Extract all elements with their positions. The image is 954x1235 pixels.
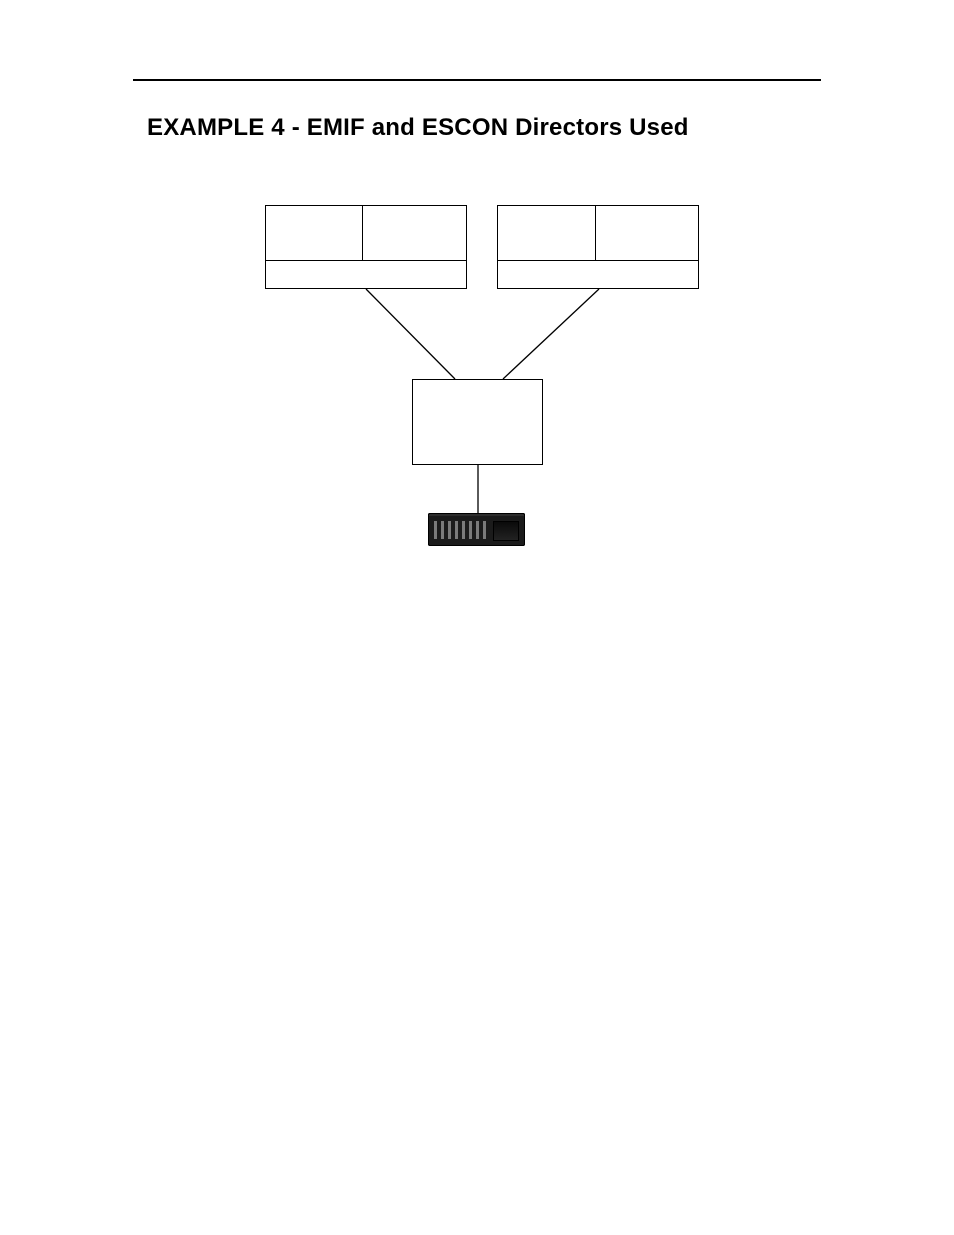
diagram-edges xyxy=(0,0,954,600)
diagram xyxy=(0,0,954,600)
page: EXAMPLE 4 - EMIF and ESCON Directors Use… xyxy=(0,0,954,1235)
edge-host2-director xyxy=(503,289,599,379)
edge-host1-director xyxy=(366,289,455,379)
